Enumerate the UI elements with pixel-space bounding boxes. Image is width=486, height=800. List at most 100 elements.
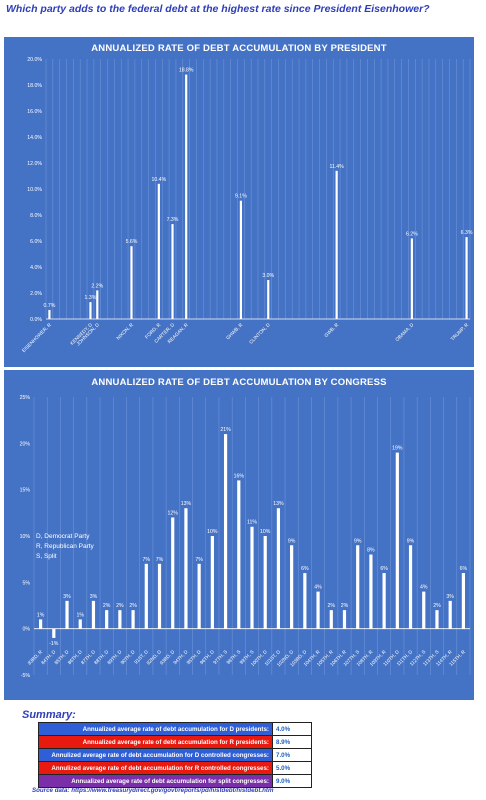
data-label: 1% xyxy=(76,612,84,618)
data-label: 9% xyxy=(288,538,296,544)
bar xyxy=(342,610,347,629)
bar xyxy=(131,610,135,629)
bar xyxy=(303,573,307,629)
data-label: 12% xyxy=(168,510,179,516)
bar xyxy=(250,526,254,629)
y-tick-label: 10.0% xyxy=(27,187,42,193)
y-tick-label: 0% xyxy=(23,627,31,633)
x-tick-label: GHWB, R xyxy=(225,322,245,342)
page-headline: Which party adds to the federal debt at … xyxy=(6,3,430,15)
bar xyxy=(435,610,439,629)
y-tick-label: -5% xyxy=(21,673,31,679)
president-chart-title: ANNUALIZED RATE OF DEBT ACCUMULATION BY … xyxy=(91,43,387,54)
summary-table: Annualized average rate of debt accumula… xyxy=(38,722,312,788)
data-label: 9% xyxy=(407,538,415,544)
data-label: 1% xyxy=(37,612,45,618)
y-tick-label: 25% xyxy=(20,395,31,401)
data-label: 7% xyxy=(143,557,151,563)
data-label: -1% xyxy=(49,641,59,647)
bar xyxy=(223,434,228,629)
y-tick-label: 5% xyxy=(23,580,31,586)
data-label: 4% xyxy=(314,585,322,591)
data-label: 3% xyxy=(90,594,98,600)
data-label: 7% xyxy=(156,557,164,563)
y-tick-label: 15% xyxy=(20,488,31,494)
bar xyxy=(48,309,51,319)
data-label: 9% xyxy=(354,538,362,544)
president-chart: 0.0% 2.0% 4.0% 6.0% 8.0% 10.0% 12.0% 14.0% 16.0%… xyxy=(21,57,473,354)
bar xyxy=(157,183,160,319)
data-label: 10.4% xyxy=(151,177,166,183)
bar xyxy=(237,480,241,629)
data-label: 11.4% xyxy=(329,164,344,170)
bar xyxy=(465,237,468,319)
summary-value: 7.0% xyxy=(272,748,312,762)
congress-chart-title: ANNUALIZED RATE OF DEBT ACCUMULATION BY … xyxy=(91,377,387,388)
bar xyxy=(185,74,188,319)
bar xyxy=(39,619,43,629)
congress-chart-panel: ANNUALIZED RATE OF DEBT ACCUMULATION BY … xyxy=(4,370,474,700)
summary-title: Summary: xyxy=(22,709,76,721)
y-tick-label: 16.0% xyxy=(27,109,42,115)
bar xyxy=(408,545,413,629)
data-label: 2% xyxy=(129,603,137,609)
data-label: 6.3% xyxy=(461,230,473,236)
bar xyxy=(118,610,122,629)
bar xyxy=(422,591,426,629)
data-label: 3.0% xyxy=(262,273,274,279)
data-label: 6% xyxy=(301,566,309,572)
bar xyxy=(197,563,201,629)
y-tick-label: 8.0% xyxy=(30,213,42,219)
data-label: 19% xyxy=(392,446,403,452)
x-tick-label: GWB, R xyxy=(323,322,340,339)
bar xyxy=(276,508,281,629)
data-label: 18.8% xyxy=(179,68,194,74)
summary-value: 8.9% xyxy=(272,735,312,749)
data-label: 0.7% xyxy=(44,303,56,309)
y-tick-label: 14.0% xyxy=(27,135,42,141)
legend-item-split: S, Split xyxy=(36,553,57,560)
bar xyxy=(89,302,92,319)
bar xyxy=(184,508,188,629)
bar xyxy=(157,563,162,629)
summary-label: Annualized average rate of debt accumula… xyxy=(38,774,273,788)
bar xyxy=(52,628,56,638)
data-label: 6% xyxy=(380,566,388,572)
summary-value: 4.0% xyxy=(272,722,312,736)
data-label: 11% xyxy=(247,520,257,526)
bar xyxy=(65,600,69,629)
y-tick-label: 6.0% xyxy=(30,239,42,245)
summary-row: Annualized average rate of debt accumula… xyxy=(38,774,312,788)
source-note: Source data: https://www.treasurydirect.… xyxy=(32,787,274,794)
bar xyxy=(144,563,148,629)
bar xyxy=(96,290,99,319)
bar xyxy=(461,573,465,629)
data-label: 7.3% xyxy=(167,217,179,223)
summary-value: 5.0% xyxy=(272,761,312,775)
summary-row: Annualized average rate of debt accumula… xyxy=(38,722,312,736)
bar xyxy=(329,610,333,629)
data-label: 6% xyxy=(460,566,468,572)
bar xyxy=(267,280,270,319)
bar xyxy=(105,610,109,629)
data-label: 16% xyxy=(234,473,245,479)
data-label: 2.2% xyxy=(91,283,103,289)
bar xyxy=(78,619,82,629)
y-tick-label: 20% xyxy=(20,441,31,447)
data-label: 2% xyxy=(341,603,349,609)
y-tick-label: 2.0% xyxy=(30,291,42,297)
data-label: 13% xyxy=(273,501,284,507)
legend-item-republican: R, Republican Party xyxy=(36,543,94,550)
data-label: 10% xyxy=(207,529,218,535)
legend-item-democrat: D, Democrat Party xyxy=(36,533,90,540)
bar xyxy=(410,238,413,319)
bar xyxy=(382,573,386,629)
x-tick-label: CLINTON, D xyxy=(248,322,272,346)
summary-label: Annulized average rate of debt accumulat… xyxy=(38,761,273,775)
y-tick-label: 20.0% xyxy=(27,57,42,63)
data-label: 7% xyxy=(195,557,203,563)
data-label: 21% xyxy=(220,427,231,433)
data-label: 4% xyxy=(420,585,428,591)
bar xyxy=(210,536,214,629)
x-tick-label: OBAMA, D xyxy=(394,322,415,343)
